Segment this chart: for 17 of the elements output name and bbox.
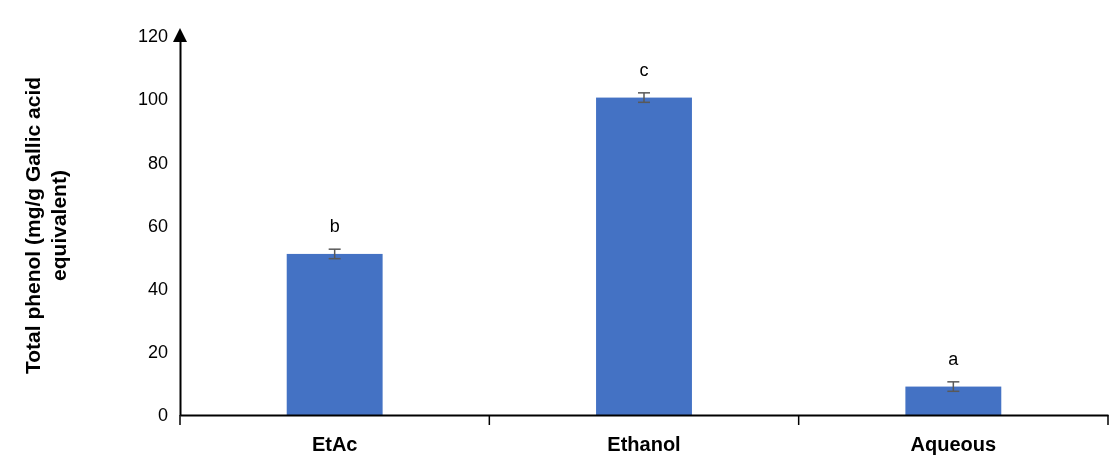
- y-tick-label: 100: [137, 89, 168, 110]
- x-tick-label: Ethanol: [607, 433, 681, 456]
- y-tick-label: 80: [147, 152, 168, 173]
- annotation: a: [948, 348, 960, 369]
- y-tick-label: 120: [137, 26, 168, 47]
- y-axis-title: Total phenol (mg/g Gallic acid equivalent): [21, 76, 70, 375]
- bar: [286, 253, 383, 415]
- annotation: b: [329, 215, 340, 236]
- y-tick-label: 60: [147, 215, 168, 236]
- y-tick-label: 0: [157, 405, 168, 426]
- y-tick-label: 40: [147, 278, 168, 299]
- x-tick-label: Aqueous: [910, 433, 997, 456]
- y-tick-label: 20: [147, 342, 168, 363]
- x-tick-label: EtAc: [311, 433, 358, 456]
- bar: [596, 97, 692, 415]
- annotation: c: [639, 59, 649, 80]
- bar: [905, 386, 1002, 415]
